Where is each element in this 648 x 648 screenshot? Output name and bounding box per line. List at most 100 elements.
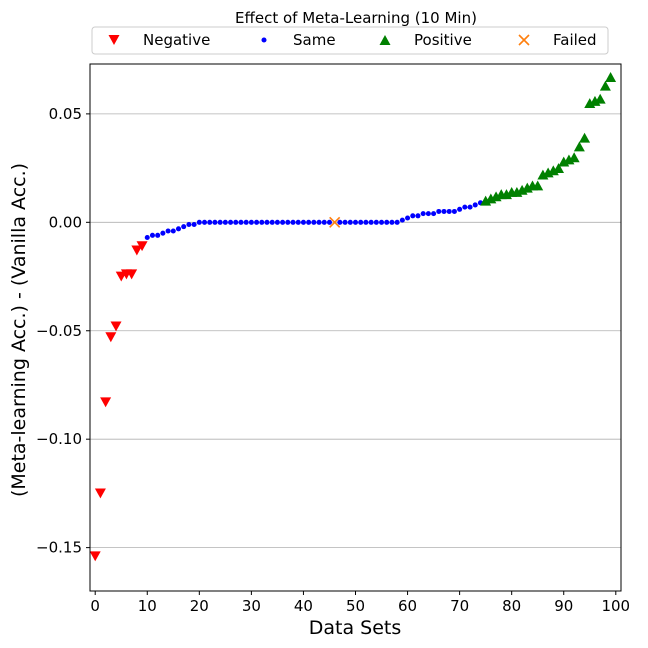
x-axis-ticks: 0 10 20 30 40 50 60 70 80 90 100 [90, 591, 630, 615]
legend-label-same: Same [293, 31, 336, 49]
x-tick-label: 100 [601, 597, 630, 615]
data-point-negative [94, 488, 106, 499]
x-tick-label: 90 [554, 597, 573, 615]
y-tick-label: −0.10 [36, 430, 82, 448]
legend: Negative Same Positive Failed [91, 26, 609, 55]
data-point-same [321, 219, 327, 225]
y-tick-label: 0.05 [49, 105, 82, 123]
y-tick-label: 0.00 [49, 213, 82, 231]
data-point-same [389, 219, 395, 225]
data-point-negative [131, 245, 143, 256]
data-point-same [196, 219, 202, 225]
data-point-same [285, 219, 291, 225]
data-point-same [368, 219, 374, 225]
data-point-same [378, 219, 385, 225]
data-point-same [399, 217, 405, 223]
data-point-same [425, 211, 431, 217]
y-tick-label: −0.15 [36, 539, 82, 557]
data-point-negative [105, 332, 117, 343]
data-point-same [415, 213, 421, 219]
data-point-same [186, 221, 192, 228]
data-point-same [311, 219, 317, 225]
data-point-same [347, 219, 353, 225]
data-point-same [191, 221, 197, 228]
data-point-same [228, 219, 234, 225]
data-point-same [384, 219, 390, 225]
data-point-same [363, 219, 369, 225]
data-point-positive [605, 72, 617, 82]
x-tick-label: 40 [294, 597, 313, 615]
data-point-same [280, 219, 286, 225]
data-point-same [472, 202, 478, 208]
data-point-same [212, 219, 218, 225]
x-tick-label: 80 [502, 597, 521, 615]
legend-entries: Negative Same Positive Failed [108, 31, 597, 49]
data-point-same [254, 219, 260, 225]
data-point-same [233, 219, 239, 225]
legend-marker-same [261, 37, 267, 43]
data-point-same [259, 219, 265, 225]
data-point-positive [568, 152, 580, 163]
data-point-same [207, 219, 213, 225]
data-point-negative [110, 321, 122, 332]
data-point-same [295, 219, 301, 225]
data-point-positive [579, 132, 591, 143]
data-point-same [441, 208, 447, 215]
data-point-same [243, 219, 249, 225]
data-point-same [394, 219, 400, 225]
x-tick-label: 10 [138, 597, 157, 615]
data-point-same [405, 215, 411, 221]
data-point-positive [553, 163, 565, 174]
data-point-positive [599, 80, 611, 91]
data-point-same [170, 228, 176, 234]
x-tick-label: 70 [450, 597, 469, 615]
data-point-same [420, 211, 426, 217]
data-point-same [337, 219, 343, 225]
data-point-same [290, 219, 296, 225]
data-point-same [201, 219, 208, 225]
x-tick-label: 30 [242, 597, 261, 615]
data-point-same [316, 219, 322, 225]
data-point-same [457, 206, 463, 212]
data-point-same [238, 219, 244, 225]
gridlines [90, 113, 621, 549]
data-point-same [352, 219, 359, 225]
data-point-same [462, 204, 468, 210]
data-point-same [149, 232, 156, 238]
chart-title: Effect of Meta-Learning (10 Min) [235, 9, 477, 27]
legend-box [91, 26, 609, 55]
data-point-negative [100, 397, 112, 408]
x-axis-label: Data Sets [309, 617, 402, 639]
y-axis-ticks: −0.15 −0.10 −0.05 0.00 0.05 [36, 105, 90, 557]
data-point-same [373, 219, 379, 225]
x-tick-label: 20 [190, 597, 209, 615]
data-point-same [165, 228, 171, 234]
legend-marker-positive [379, 35, 391, 45]
legend-label-positive: Positive [414, 31, 472, 49]
legend-marker-negative [108, 35, 120, 45]
data-point-same [436, 208, 442, 215]
data-point-negative [126, 269, 138, 280]
data-point-same [410, 213, 416, 219]
data-point-same [431, 211, 437, 217]
x-tick-label: 50 [346, 597, 365, 615]
data-point-same [248, 219, 254, 225]
data-point-same [326, 219, 333, 225]
data-point-same [144, 234, 150, 241]
data-point-same [222, 219, 228, 225]
data-point-same [274, 219, 280, 225]
data-point-positive [573, 141, 585, 152]
legend-label-failed: Failed [553, 31, 597, 49]
data-point-negative [136, 241, 148, 252]
data-point-same [451, 208, 457, 215]
plot-frame [89, 63, 622, 592]
data-point-positive [532, 180, 544, 191]
data-point-same [160, 230, 166, 236]
data-point-same [358, 219, 364, 225]
y-tick-label: −0.05 [36, 322, 82, 340]
data-point-same [181, 224, 187, 230]
legend-label-negative: Negative [143, 31, 210, 49]
data-point-same [306, 219, 312, 225]
data-point-same [446, 208, 452, 215]
